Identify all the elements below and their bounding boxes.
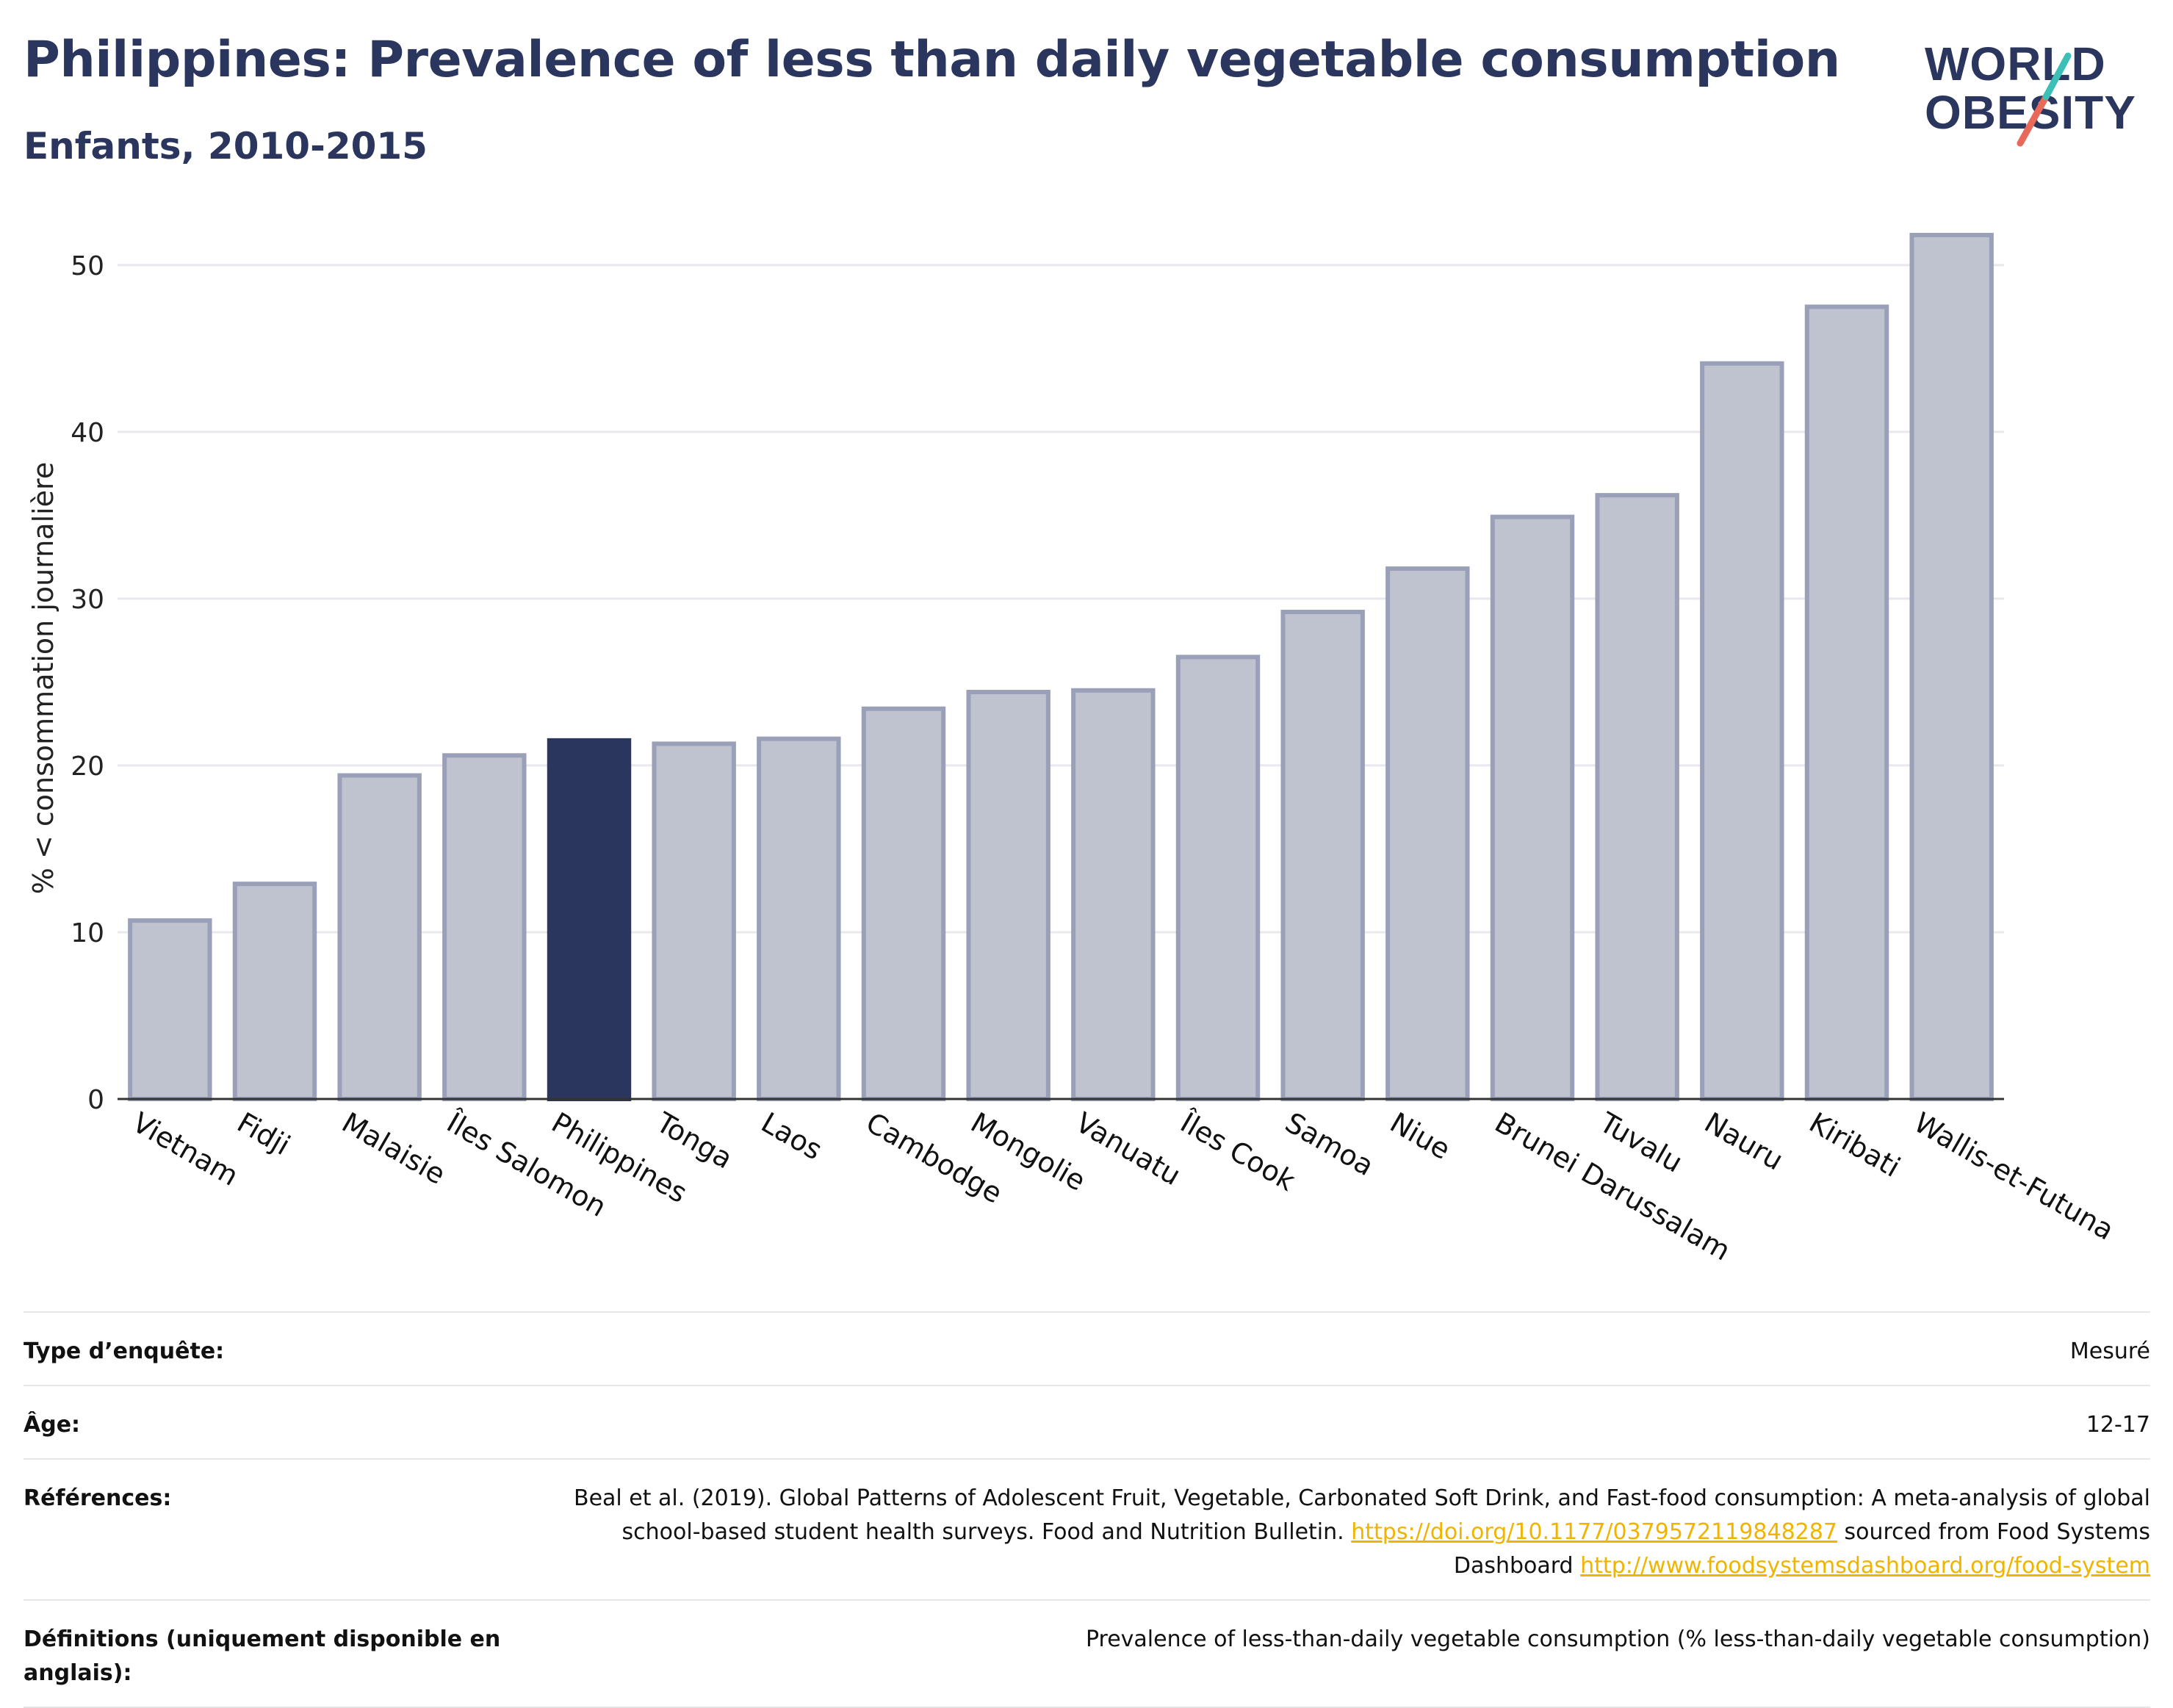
logo-line1: WORLD: [1925, 37, 2106, 90]
info-row-definitions: Définitions (uniquement disponible en an…: [24, 1599, 2150, 1708]
bar[interactable]: [757, 736, 841, 1101]
bar[interactable]: [1804, 304, 1889, 1101]
bar[interactable]: [1071, 688, 1156, 1101]
y-axis-label: % < consommation journalière: [27, 462, 60, 894]
world-obesity-logo[interactable]: WORLD OBESITY: [1910, 29, 2152, 162]
info-row-references: Références: Beal et al. (2019). Global P…: [24, 1458, 2150, 1599]
x-tick-label: Niue: [1385, 1106, 1456, 1166]
y-tick-label: 40: [71, 418, 104, 448]
grid-lines: [118, 264, 2004, 934]
info-label: Âge:: [24, 1412, 81, 1438]
y-tick-label: 10: [71, 918, 104, 948]
x-tick-label: Fidji: [232, 1106, 296, 1162]
info-label: Références:: [24, 1485, 172, 1511]
doi-link[interactable]: https://doi.org/10.1177/0379572119848287: [1351, 1519, 1837, 1545]
x-tick-label: Kiribati: [1804, 1106, 1906, 1183]
y-tick-label: 30: [71, 585, 104, 615]
bar[interactable]: [966, 690, 1051, 1101]
bar[interactable]: [861, 706, 946, 1101]
x-tick-label: Laos: [756, 1106, 828, 1167]
x-tick-label: Wallis-et-Futuna: [1909, 1106, 2119, 1247]
reference-source-text: sourced from Food Systems Dashboard: [1453, 1519, 2150, 1579]
info-label: Type d’enquête:: [24, 1338, 225, 1364]
bar[interactable]: [337, 773, 422, 1101]
bar[interactable]: [442, 753, 527, 1101]
x-tick-label: Vietnam: [127, 1106, 244, 1192]
info-value-references: Beal et al. (2019). Global Patterns of A…: [571, 1482, 2150, 1583]
bar[interactable]: [1595, 493, 1679, 1101]
info-value: 12-17: [2086, 1412, 2150, 1438]
bar[interactable]: [1280, 610, 1365, 1101]
y-tick-label: 20: [71, 752, 104, 782]
bar[interactable]: [652, 741, 736, 1102]
bar[interactable]: [1909, 232, 1994, 1102]
x-tick-label: Nauru: [1699, 1106, 1789, 1177]
slash-icon: [2017, 52, 2072, 147]
info-row-survey-type: Type d’enquête: Mesuré: [24, 1311, 2150, 1385]
dashboard-link[interactable]: http://www.foodsystemsdashboard.org/food…: [1580, 1553, 2150, 1579]
info-label: Définitions (uniquement disponible en an…: [24, 1626, 501, 1686]
info-table: Type d’enquête: Mesuré Âge: 12-17 Référe…: [24, 1311, 2150, 1708]
page-subtitle: Enfants, 2010-2015: [24, 125, 428, 167]
x-tick-label: Vanuatu: [1070, 1106, 1186, 1192]
bar[interactable]: [1700, 361, 1784, 1101]
x-tick-label: Malaisie: [336, 1106, 451, 1191]
page-title: Philippines: Prevalence of less than dai…: [24, 31, 1840, 89]
bar[interactable]: [128, 918, 212, 1101]
info-value: Mesuré: [2069, 1338, 2150, 1364]
y-tick-label: 0: [87, 1085, 104, 1115]
x-tick-label: Îles Cook: [1175, 1106, 1301, 1197]
info-value: Prevalence of less-than-daily vegetable …: [1085, 1626, 2150, 1652]
info-row-age: Âge: 12-17: [24, 1385, 2150, 1458]
bar[interactable]: [232, 882, 317, 1101]
y-tick-label: 50: [71, 251, 104, 281]
reference-text: Beal et al. (2019). Global Patterns of A…: [573, 1485, 2150, 1545]
bar[interactable]: [1385, 566, 1470, 1101]
bar-highlight[interactable]: [547, 738, 632, 1101]
bar[interactable]: [1175, 655, 1261, 1101]
bars: [128, 232, 1994, 1102]
bar[interactable]: [1490, 514, 1575, 1101]
